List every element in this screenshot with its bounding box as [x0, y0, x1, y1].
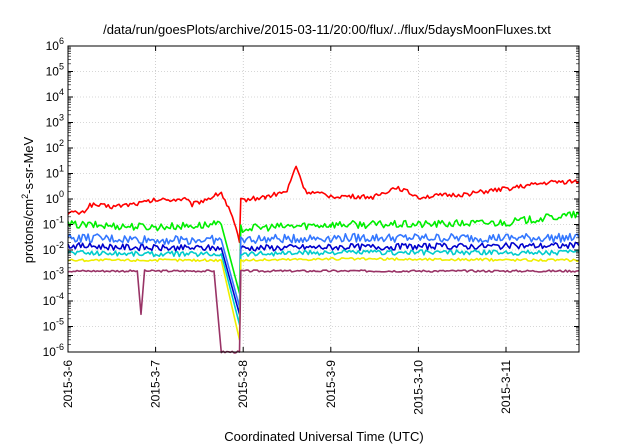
x-tick-label: 2015-3-6 — [61, 360, 75, 408]
y-tick-label: 10-6 — [43, 342, 64, 359]
y-tick-label: 10-2 — [43, 240, 64, 257]
y-tick-label: 102 — [46, 138, 64, 155]
series-line — [67, 210, 580, 295]
series-line — [67, 256, 580, 341]
x-tick-label: 2015-3-10 — [411, 360, 425, 415]
y-axis-label-part1: protons/cm — [21, 199, 36, 263]
x-tick-label: 2015-3-7 — [149, 360, 163, 408]
chart-title: /data/run/goesPlots/archive/2015-03-11/2… — [103, 22, 551, 37]
y-axis-label-part2: -s-sr-MeV — [21, 136, 36, 193]
x-tick-label: 2015-3-11 — [499, 360, 513, 414]
series-line — [67, 241, 580, 316]
y-axis-ticks: 10-6 10-5 10-4 10-3 10-2 10-1 100 101 102 103 104 1… — [43, 36, 579, 359]
series-line — [67, 269, 580, 354]
y-tick-label: 10-3 — [43, 266, 64, 283]
series-line — [67, 232, 580, 308]
y-tick-label: 10-4 — [43, 291, 64, 308]
y-tick-label: 10-1 — [43, 215, 64, 232]
y-tick-label: 100 — [46, 189, 64, 206]
grid-lines — [67, 45, 579, 353]
y-axis-label: protons/cm2-s-sr-MeV — [20, 136, 36, 263]
x-axis-label: Coordinated Universal Time (UTC) — [224, 429, 423, 444]
series-lines — [67, 165, 580, 354]
y-tick-label: 106 — [46, 36, 64, 53]
x-axis-ticks: 2015-3-6 2015-3-7 2015-3-8 2015-3-9 2015-3-1… — [61, 46, 513, 415]
series-line — [67, 165, 580, 244]
series-line — [67, 249, 580, 326]
y-tick-label: 101 — [46, 164, 64, 181]
y-tick-label: 104 — [46, 87, 64, 104]
x-tick-label: 2015-3-9 — [324, 360, 338, 408]
x-tick-label: 2015-3-8 — [236, 360, 250, 408]
y-tick-label: 103 — [46, 113, 64, 130]
y-axis-label-superscript: 2 — [20, 194, 30, 199]
y-tick-label: 105 — [46, 62, 64, 79]
y-tick-label: 10-5 — [43, 317, 64, 334]
